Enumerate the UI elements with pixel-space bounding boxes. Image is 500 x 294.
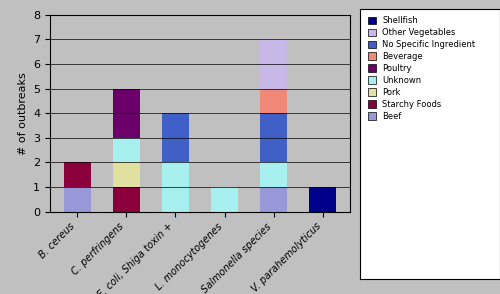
Bar xyxy=(64,187,90,212)
Bar xyxy=(113,88,140,138)
Bar xyxy=(260,39,287,88)
Bar xyxy=(260,187,287,212)
Bar xyxy=(211,187,238,212)
Bar xyxy=(260,162,287,187)
Bar xyxy=(260,113,287,162)
Bar xyxy=(113,162,140,187)
Bar xyxy=(64,162,90,187)
Bar xyxy=(113,138,140,162)
Bar xyxy=(162,113,189,162)
Bar xyxy=(162,162,189,212)
Bar xyxy=(260,88,287,113)
Y-axis label: # of outbreaks: # of outbreaks xyxy=(18,72,28,155)
Bar xyxy=(113,187,140,212)
Legend: Shellfish, Other Vegetables, No Specific Ingredient, Beverage, Poultry, Unknown,: Shellfish, Other Vegetables, No Specific… xyxy=(364,13,479,124)
Bar xyxy=(310,187,336,212)
